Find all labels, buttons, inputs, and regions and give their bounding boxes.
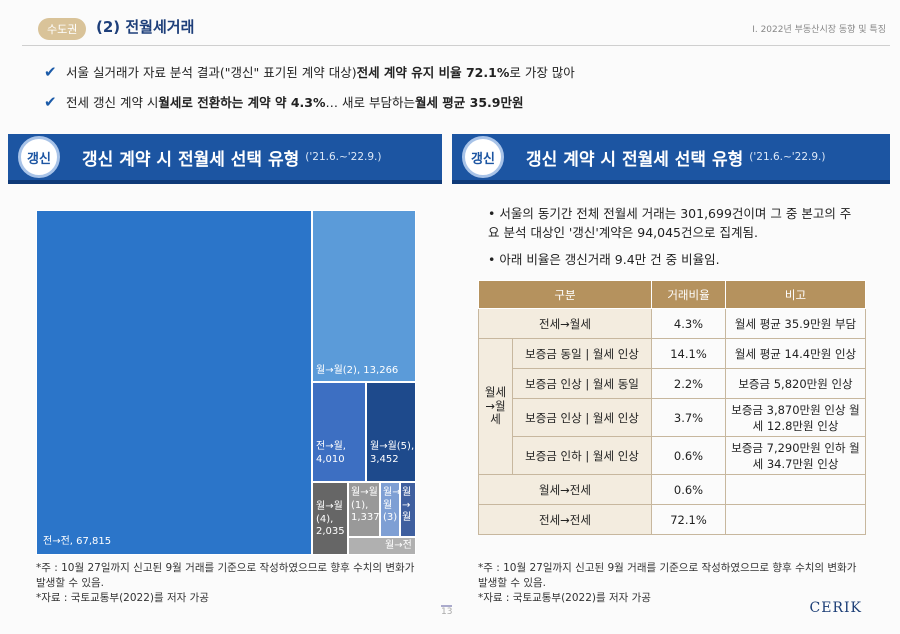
top-header: 수도권 (2) 전월세거래 I. 2022년 부동산시장 동향 및 특징 [22, 10, 890, 46]
header-type: 구분 [478, 280, 652, 309]
treemap-cell-wol-wol: 월→월 [400, 482, 416, 537]
treemap-cell-jeon-jeon: 전→전, 67,815 [36, 210, 312, 555]
treemap-cell-wol-wol-2: 월→월(2), 13,266 [312, 210, 416, 382]
summary-bullet-2: ✔ 전세 갱신 계약 시 월세로 전환하는 계약 약 4.3%… 새로 부담하는… [44, 92, 524, 111]
check-icon: ✔ [44, 62, 57, 81]
right-description-2: • 아래 비율은 갱신거래 9.4만 건 중 비율임. [488, 252, 720, 267]
ratio-table: 구분 거래비율 비고 전세→월세 4.3% 월세 평균 35.9만원 부담 월세… [478, 280, 866, 535]
running-head: I. 2022년 부동산시장 동향 및 특징 [752, 25, 886, 35]
table-row: 보증금 인상 | 월세 동일 2.2% 보증금 5,820만원 인상 [479, 368, 866, 399]
table-row: 전세→월세 4.3% 월세 평균 35.9만원 부담 [478, 308, 866, 339]
right-footnote: *주 : 10월 27일까지 신고된 9월 거래를 기준으로 작성하였으므로 향… [478, 562, 857, 605]
treemap-cell-wol-wol-4: 월→월(4), 2,035 [312, 482, 348, 555]
treemap-cell-wol-wol-5: 월→월(5), 3,452 [366, 382, 416, 482]
treemap-cell-wol-wol-1: 월→월(1), 1,337 [348, 482, 380, 537]
table-row: 월세→월세 보증금 동일 | 월세 인상 14.1% 월세 평균 14.4만원 … [478, 338, 866, 475]
table-row: 전세→전세 72.1% [478, 504, 866, 535]
region-badge: 수도권 [38, 18, 87, 40]
check-icon: ✔ [44, 92, 57, 111]
summary-bullet-1: ✔ 서울 실거래가 자료 분석 결과("갱신" 표기된 계약 대상) 전세 계약… [44, 62, 575, 81]
right-banner: 갱신 갱신 계약 시 전월세 선택 유형 ('21.6.~'22.9.) [452, 134, 890, 184]
table-row: 월세→전세 0.6% [478, 474, 866, 505]
header-note: 비고 [725, 280, 866, 309]
left-banner: 갱신 갱신 계약 시 전월세 선택 유형 ('21.6.~'22.9.) [8, 134, 442, 184]
left-banner-title: 갱신 계약 시 전월세 선택 유형 [82, 149, 300, 170]
renewal-tag-icon: 갱신 [462, 136, 504, 178]
table-row: 보증금 인하 | 월세 인상 0.6% 보증금 7,290만원 인하 월세 34… [479, 436, 866, 475]
page-number: 13 [441, 605, 453, 617]
right-banner-title: 갱신 계약 시 전월세 선택 유형 [526, 149, 744, 170]
header-ratio: 거래비율 [651, 280, 726, 309]
treemap-chart: 전→전, 67,815 월→월(2), 13,266 전→월, 4,010 월→… [36, 210, 416, 555]
left-banner-period: ('21.6.~'22.9.) [305, 151, 382, 163]
group-label: 월세→월세 [478, 338, 513, 475]
right-description: • 서울의 동기간 전체 전월세 거래는 301,699건이며 그 중 본고의 … [488, 206, 852, 241]
right-banner-period: ('21.6.~'22.9.) [749, 151, 826, 163]
treemap-cell-wol-jeon: 월→전 [348, 537, 416, 555]
treemap-cell-jeon-wol: 전→월, 4,010 [312, 382, 366, 482]
cerik-logo: CERIK [809, 600, 862, 616]
table-row: 보증금 인상 | 월세 인상 3.7% 보증금 3,870만원 인상 월세 12… [479, 398, 866, 437]
left-footnote: *주 : 10월 27일까지 신고된 9월 거래를 기준으로 작성하였으므로 향… [36, 562, 415, 605]
section-title: (2) 전월세거래 [96, 18, 195, 36]
renewal-tag-icon: 갱신 [18, 136, 60, 178]
treemap-cell-wol-wol-3: 월→월(3) [380, 482, 400, 537]
